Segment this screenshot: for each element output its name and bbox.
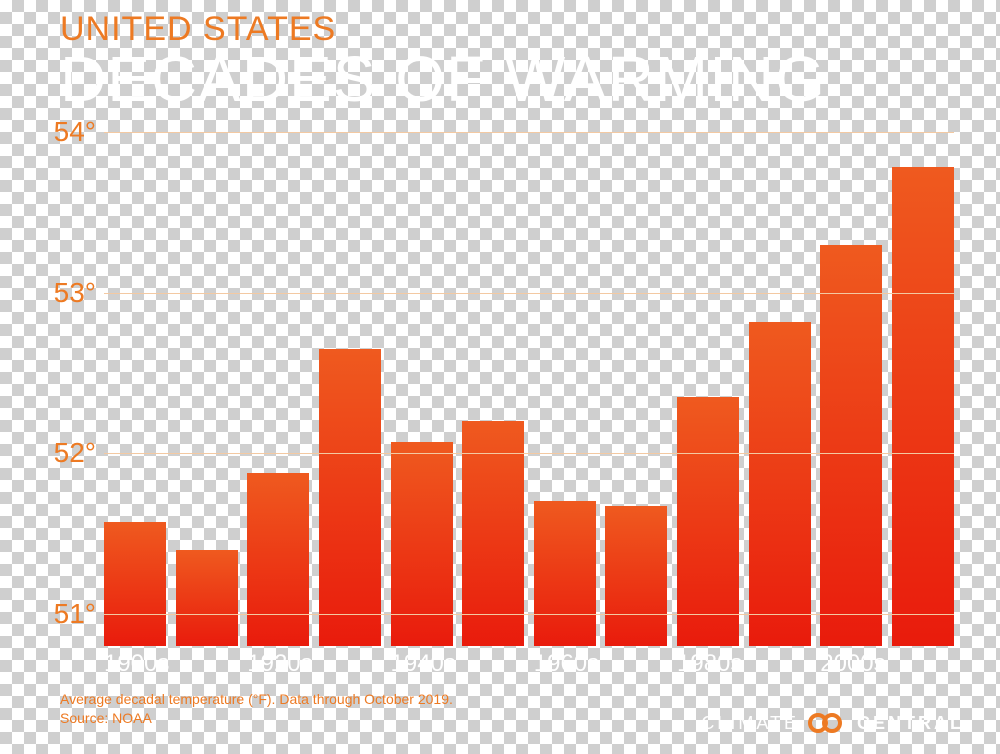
bar-fill <box>462 421 524 646</box>
x-tick-label: 1960s <box>534 650 596 678</box>
x-tick-label: 1920s <box>247 650 309 678</box>
bar-fill <box>247 473 309 646</box>
x-tick-label <box>749 650 811 678</box>
bar <box>319 349 381 646</box>
brand-text-right: CENTRAL <box>857 713 964 734</box>
bar-fill <box>749 322 811 646</box>
footnote: Average decadal temperature (°F). Data t… <box>60 690 453 728</box>
bar-fill <box>677 397 739 646</box>
bar <box>749 322 811 646</box>
bar-fill <box>892 167 954 646</box>
brand-text-left: CLIMATE <box>701 713 799 734</box>
bar <box>247 473 309 646</box>
bar-fill <box>605 506 667 646</box>
x-tick-label <box>605 650 667 678</box>
bar <box>677 397 739 646</box>
y-tick-label: 54° <box>0 116 96 148</box>
x-tick-label: 1900s <box>104 650 166 678</box>
bar <box>104 522 166 646</box>
bars-container <box>104 116 954 646</box>
gridline <box>104 293 954 294</box>
bar <box>892 167 954 646</box>
x-tick-label: 1980s <box>677 650 739 678</box>
y-tick-label: 53° <box>0 277 96 309</box>
brand-rings-icon <box>805 712 845 734</box>
bar <box>176 550 238 646</box>
bar-fill <box>176 550 238 646</box>
main-title: DECADES OF WARMING <box>60 42 826 116</box>
bar <box>820 245 882 647</box>
gridline <box>104 614 954 615</box>
x-tick-label <box>462 650 524 678</box>
bar-fill <box>319 349 381 646</box>
x-tick-label: 1940s <box>391 650 453 678</box>
gridline <box>104 132 954 133</box>
x-axis-labels: 1900s 1920s 1940s 1960s 1980s 2000s <box>104 650 954 678</box>
bar <box>462 421 524 646</box>
bar-fill <box>820 245 882 647</box>
x-tick-label <box>319 650 381 678</box>
bar <box>534 501 596 646</box>
y-tick-label: 52° <box>0 437 96 469</box>
bar-fill <box>534 501 596 646</box>
bar-fill <box>104 522 166 646</box>
x-tick-label <box>176 650 238 678</box>
x-tick-label <box>892 650 954 678</box>
chart-plot-area <box>104 116 954 646</box>
gridline <box>104 453 954 454</box>
footnote-line-2: Source: NOAA <box>60 709 453 728</box>
y-tick-label: 51° <box>0 598 96 630</box>
bar <box>605 506 667 646</box>
x-tick-label: 2000s <box>820 650 882 678</box>
brand-logo: CLIMATE CENTRAL <box>701 712 964 734</box>
bar <box>391 442 453 646</box>
footnote-line-1: Average decadal temperature (°F). Data t… <box>60 690 453 709</box>
infographic: UNITED STATES DECADES OF WARMING 51°52°5… <box>0 0 1000 754</box>
bar-fill <box>391 442 453 646</box>
